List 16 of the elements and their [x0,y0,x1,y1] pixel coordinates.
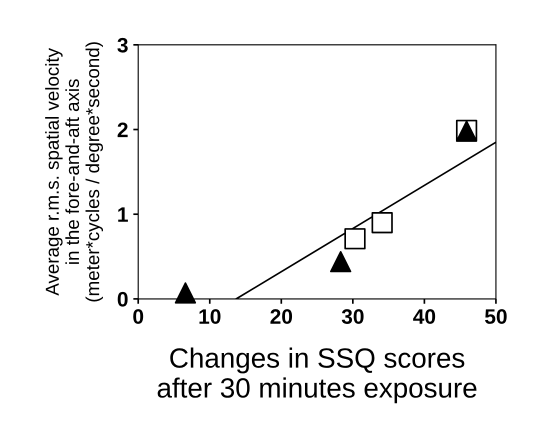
y-tick-label: 2 [118,122,128,138]
x-tick-label: 30 [342,309,364,324]
x-tick-label: 10 [199,309,220,324]
point [344,228,366,250]
x-tick-label: 40 [413,309,436,324]
x-tick-label: 50 [484,309,507,324]
y-axis-title: Average r.m.s. spatial velocity in the fore-and-aft axis (meter*cycles / degree*second) [45,42,104,302]
x-tick-label: 0 [133,309,144,324]
y-tick-label: 0 [118,292,128,307]
x-tick-label: 20 [270,309,292,324]
point [372,212,393,234]
y-tick-label: 3 [117,38,128,53]
x-axis-title: Changes in SSQ scores after 30 minutes exposure [158,347,476,404]
y-tick-label: 1 [118,207,128,222]
point [174,282,196,304]
point [330,250,352,272]
